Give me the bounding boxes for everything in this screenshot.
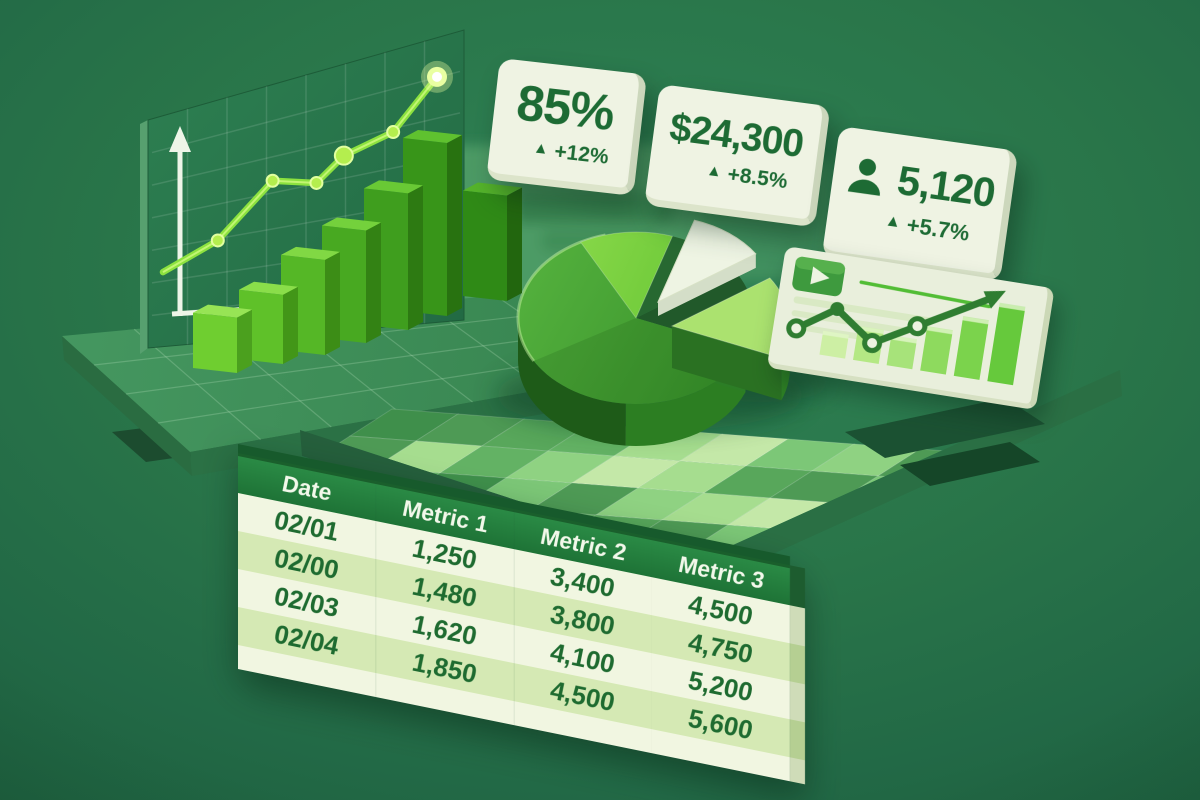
kpi-value: 5,120 [894, 156, 998, 216]
bar-series [193, 130, 522, 373]
table-column-1: Date 02/01 02/00 02/03 02/04 [238, 453, 376, 698]
table-side-face [790, 565, 805, 785]
triangle-up-icon: ▲ [883, 211, 903, 232]
table-header-label: Date [280, 470, 335, 506]
kpi-delta: ▲ +12% [532, 137, 610, 169]
trend-marker [210, 233, 225, 248]
kpi-delta-text: +5.7% [905, 211, 972, 246]
trend-marker [265, 173, 280, 188]
kpi-delta: ▲ +5.7% [883, 209, 971, 247]
triangle-up-icon: ▲ [532, 138, 550, 158]
mini-bar [886, 335, 917, 370]
media-widget-panel [766, 246, 1055, 411]
trend-marker [386, 125, 401, 140]
kpi-delta: ▲ +8.5% [705, 160, 789, 194]
kpi-value: 85% [513, 73, 617, 141]
trend-marker [309, 175, 324, 190]
mini-bar [819, 330, 849, 359]
table-column-2: Metric 1 1,250 1,480 1,620 1,850 [376, 481, 514, 726]
mini-bar [987, 303, 1026, 386]
mini-bar [953, 316, 989, 380]
kpi-value: $24,300 [667, 105, 806, 166]
mini-chart [786, 256, 1026, 386]
table-column-3: Metric 2 3,400 3,800 4,100 4,500 [514, 509, 652, 754]
trend-marker [333, 145, 354, 166]
table-column-4: Metric 3 4,500 4,750 5,200 5,600 [652, 537, 790, 782]
mini-bar [920, 326, 953, 375]
person-icon [847, 158, 880, 196]
kpi-card-revenue: $24,300 ▲ +8.5% [644, 84, 831, 228]
arrow-up-icon [983, 290, 1006, 309]
kpi-delta-text: +8.5% [726, 162, 789, 194]
progress-line [859, 280, 991, 309]
kpi-delta-text: +12% [553, 139, 610, 169]
kpi-card-percent: 85% ▲ +12% [486, 58, 648, 196]
kpi-card-users: 5,120 ▲ +5.7% [821, 126, 1019, 282]
triangle-up-icon: ▲ [705, 161, 723, 181]
